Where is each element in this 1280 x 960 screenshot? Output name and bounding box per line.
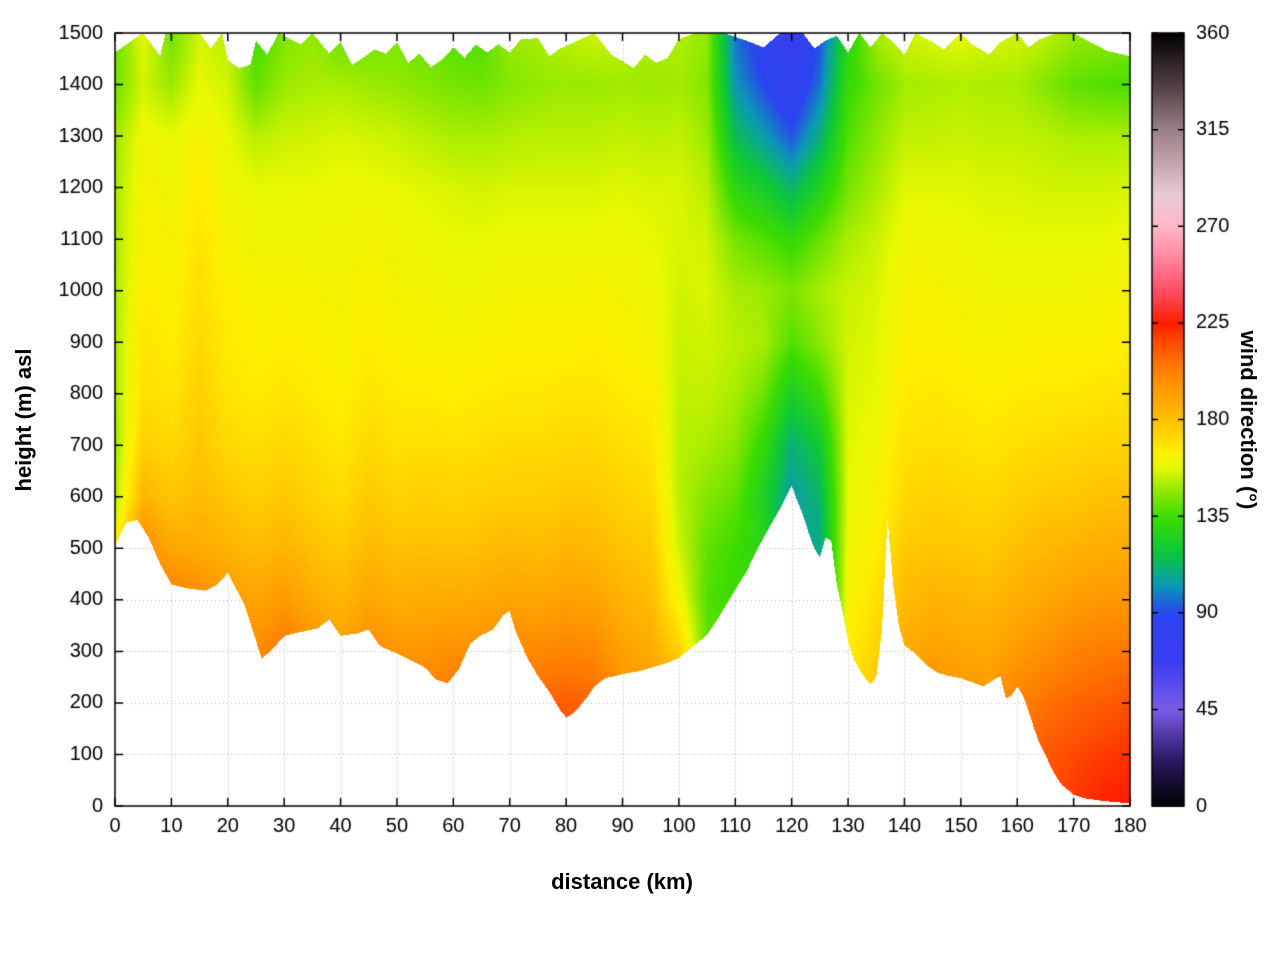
y-axis-title: height (m) asl xyxy=(11,348,36,492)
x-axis-title: distance (km) xyxy=(551,869,693,894)
colorbar-title: wind direction (°) xyxy=(1236,330,1261,510)
